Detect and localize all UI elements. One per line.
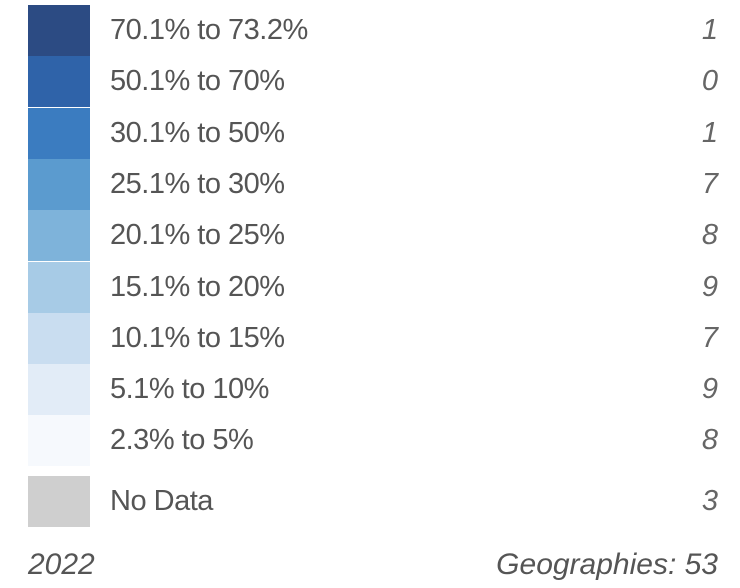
legend-row: 30.1% to 50% 1 — [0, 107, 740, 159]
legend-label: 20.1% to 25% — [110, 219, 285, 252]
legend-row: 5.1% to 10% 9 — [0, 364, 740, 416]
legend-count: 8 — [701, 424, 718, 457]
legend-swatch — [28, 364, 90, 416]
legend-count: 9 — [701, 373, 718, 406]
legend-count: 8 — [701, 219, 718, 252]
legend-count: 9 — [701, 270, 718, 303]
legend-swatch — [28, 261, 90, 313]
legend-year: 2022 — [28, 548, 95, 581]
legend-row: 20.1% to 25% 8 — [0, 210, 740, 262]
legend-row: 70.1% to 73.2% 1 — [0, 5, 740, 56]
legend-swatch — [28, 107, 90, 159]
legend-label: 5.1% to 10% — [110, 373, 269, 406]
legend-row: 2.3% to 5% 8 — [0, 415, 740, 467]
legend-label: 70.1% to 73.2% — [110, 14, 308, 46]
legend-row: 10.1% to 15% 7 — [0, 312, 740, 364]
legend-swatch — [28, 56, 90, 108]
legend-swatch — [28, 415, 90, 467]
legend-label: No Data — [110, 485, 213, 517]
legend-count: 3 — [701, 485, 718, 517]
legend-count: 7 — [701, 321, 718, 354]
legend-count: 7 — [701, 167, 718, 200]
legend-label: 25.1% to 30% — [110, 167, 285, 200]
legend-swatch — [28, 312, 90, 364]
legend-swatch — [28, 210, 90, 262]
legend-swatch — [28, 5, 90, 56]
legend-row: 15.1% to 20% 9 — [0, 261, 740, 313]
legend-row: No Data 3 — [0, 476, 740, 527]
legend-count: 0 — [701, 65, 718, 98]
legend-label: 2.3% to 5% — [110, 424, 254, 457]
legend-row: 50.1% to 70% 0 — [0, 56, 740, 108]
legend-label: 50.1% to 70% — [110, 65, 285, 98]
legend-row: 25.1% to 30% 7 — [0, 158, 740, 210]
legend-label: 15.1% to 20% — [110, 270, 285, 303]
legend-count: 1 — [701, 116, 718, 149]
legend-swatch — [28, 476, 90, 527]
legend-geographies: Geographies: 53 — [496, 548, 718, 581]
legend-label: 10.1% to 15% — [110, 321, 285, 354]
legend-swatch — [28, 158, 90, 210]
legend-count: 1 — [701, 14, 718, 46]
legend-label: 30.1% to 50% — [110, 116, 285, 149]
